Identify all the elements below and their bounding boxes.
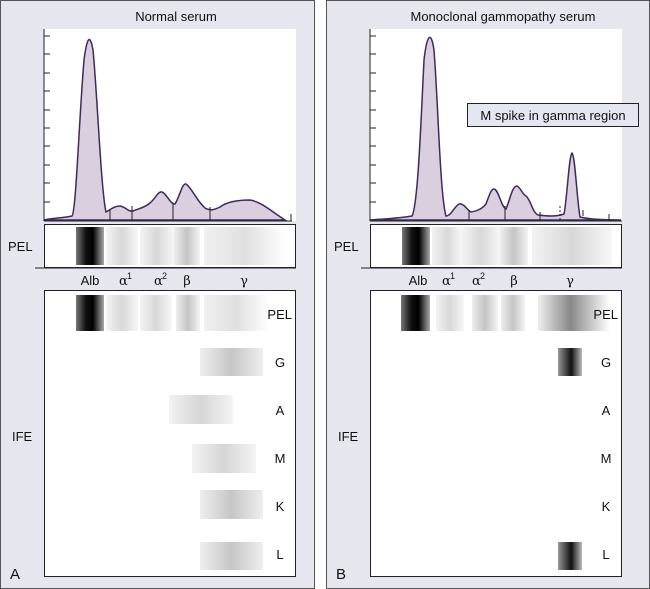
fraction-alpha2-sup: 2 — [162, 271, 167, 281]
band-l — [558, 542, 582, 570]
ife-row-k: K — [602, 499, 611, 514]
fraction-alpha2-sup: 2 — [480, 271, 485, 281]
fraction-alpha1-sup: 1 — [450, 271, 455, 281]
annotation-box: M spike in gamma region — [467, 103, 639, 127]
fraction-alb: Alb — [81, 273, 100, 288]
ife-box — [370, 290, 622, 577]
ife-row-pel: PEL — [593, 307, 618, 322]
densitometry-curve — [369, 36, 622, 221]
ife-row-pel: PEL — [267, 307, 292, 322]
band-k — [200, 490, 263, 519]
panel-letter: B — [336, 566, 346, 583]
pel-strip — [44, 224, 296, 268]
ife-label: IFE — [12, 429, 33, 444]
ife-row-k: K — [276, 499, 285, 514]
pel-strip — [370, 224, 622, 268]
densitometry-curve — [43, 38, 288, 221]
fraction-alpha1-sup: 1 — [127, 271, 132, 281]
fraction-gamma: γ — [566, 274, 574, 289]
fraction-alpha1: α — [442, 274, 451, 289]
band-g — [200, 348, 263, 376]
ife-row-g: G — [275, 355, 285, 370]
ife-row-l: L — [276, 547, 283, 562]
ife-row-a: A — [602, 403, 611, 418]
pel-label: PEL — [8, 239, 33, 254]
band-g — [558, 348, 582, 376]
pel-label: PEL — [334, 239, 359, 254]
fraction-gamma: γ — [240, 274, 248, 289]
ife-row-l: L — [602, 547, 609, 562]
ife-row-g: G — [601, 355, 611, 370]
fraction-alb: Alb — [409, 273, 428, 288]
panel-b: Monoclonal gammopathy serum M spike in g… — [326, 0, 650, 589]
panel-letter: A — [10, 566, 20, 583]
fraction-alpha2: α — [154, 274, 163, 289]
y-axis — [369, 29, 622, 222]
y-axis — [43, 29, 292, 222]
ife-row-m: M — [601, 451, 612, 466]
annotation-text: M spike in gamma region — [480, 108, 625, 123]
band-m — [192, 444, 256, 473]
ife-label: IFE — [338, 429, 359, 444]
panel-a: Normal serum PEL Alb α 1 α 2 β γ PEL G A — [0, 0, 315, 589]
ife-row-a: A — [276, 403, 285, 418]
panel-title: Monoclonal gammopathy serum — [411, 9, 596, 24]
band-l — [200, 542, 263, 570]
fraction-alpha2: α — [472, 274, 481, 289]
fraction-beta: β — [183, 274, 191, 289]
panel-title: Normal serum — [135, 9, 217, 24]
band-a — [169, 395, 233, 424]
ife-row-m: M — [275, 451, 286, 466]
fraction-beta: β — [510, 274, 518, 289]
ife-box — [44, 290, 296, 577]
fraction-alpha1: α — [119, 274, 128, 289]
